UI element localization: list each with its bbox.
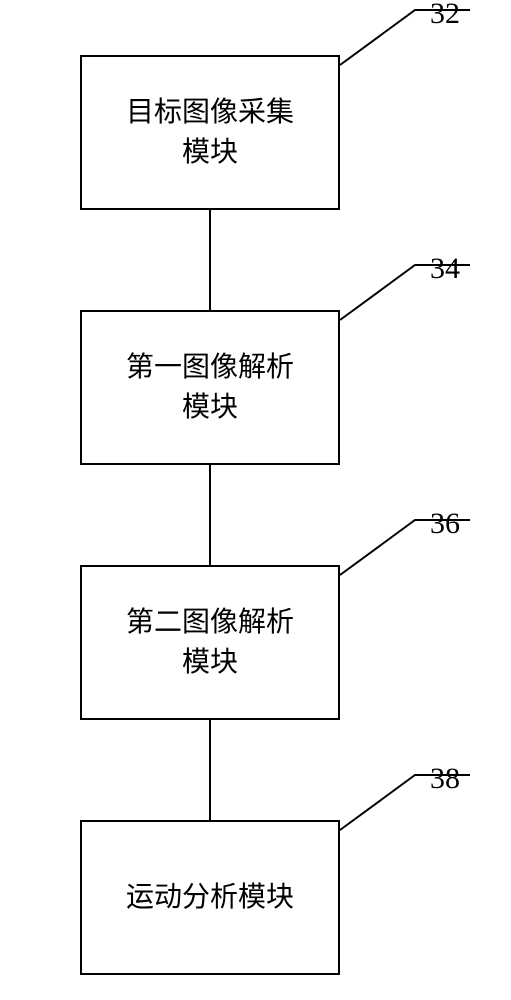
callout-line-38 [0, 0, 511, 1000]
flowchart-diagram: 目标图像采集 模块 32 第一图像解析 模块 34 第二图像解析 模块 36 [0, 0, 511, 1000]
callout-label-38: 38 [430, 762, 460, 796]
